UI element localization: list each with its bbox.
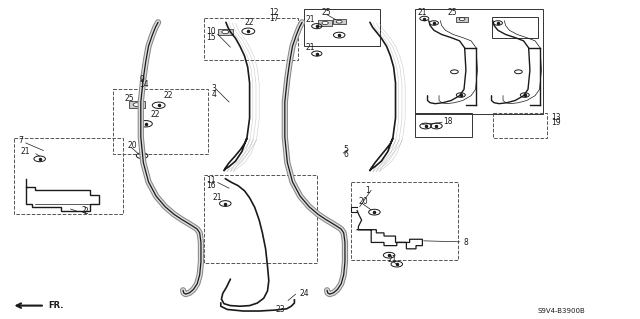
- Bar: [14, 138, 123, 214]
- Text: 22: 22: [150, 110, 160, 119]
- Text: 19: 19: [552, 118, 561, 127]
- Text: 21: 21: [20, 147, 30, 156]
- Bar: [304, 9, 380, 46]
- Bar: [204, 175, 317, 263]
- Text: 3: 3: [211, 84, 216, 93]
- Bar: [113, 89, 208, 154]
- Circle shape: [222, 30, 228, 33]
- Text: 18: 18: [444, 117, 453, 126]
- Text: 8: 8: [463, 238, 468, 247]
- Text: 4: 4: [211, 90, 216, 99]
- Text: 20: 20: [128, 141, 138, 150]
- Bar: [333, 19, 346, 24]
- Bar: [415, 113, 472, 137]
- Bar: [456, 17, 468, 22]
- Text: 21: 21: [417, 8, 427, 17]
- Text: 21: 21: [387, 255, 397, 263]
- Circle shape: [460, 18, 465, 20]
- Circle shape: [133, 103, 141, 107]
- Bar: [351, 182, 458, 260]
- Text: 21: 21: [306, 43, 316, 52]
- Text: 23: 23: [275, 305, 285, 314]
- Text: 22: 22: [163, 91, 173, 100]
- Text: 24: 24: [300, 289, 309, 298]
- Text: 21: 21: [212, 193, 222, 202]
- Bar: [493, 113, 547, 138]
- Text: 14: 14: [140, 80, 149, 89]
- Text: 12: 12: [269, 8, 278, 17]
- Bar: [415, 9, 543, 114]
- Text: 1: 1: [365, 186, 369, 195]
- Bar: [492, 17, 538, 38]
- Text: 22: 22: [244, 19, 254, 27]
- Text: 25: 25: [448, 8, 458, 17]
- Text: 11: 11: [206, 176, 216, 185]
- Bar: [318, 20, 332, 26]
- Text: 5: 5: [343, 145, 348, 154]
- Text: 17: 17: [269, 14, 278, 23]
- Text: 21: 21: [306, 15, 316, 24]
- Text: S9V4-B3900B: S9V4-B3900B: [538, 308, 586, 314]
- Circle shape: [337, 20, 342, 23]
- Text: 10: 10: [206, 27, 216, 36]
- Bar: [204, 18, 298, 60]
- Text: 6: 6: [343, 150, 348, 159]
- Bar: [129, 101, 145, 108]
- Text: 13: 13: [552, 113, 561, 122]
- Text: 25: 25: [321, 8, 331, 17]
- Text: 25: 25: [125, 94, 134, 103]
- Text: 7: 7: [18, 136, 23, 145]
- Text: 2: 2: [83, 207, 88, 216]
- Text: 16: 16: [206, 181, 216, 190]
- Text: 2: 2: [82, 206, 86, 215]
- Text: FR.: FR.: [48, 301, 63, 310]
- Bar: [218, 29, 233, 35]
- Circle shape: [322, 21, 328, 25]
- Text: 15: 15: [206, 33, 216, 42]
- Text: 9: 9: [140, 75, 145, 84]
- Text: 20: 20: [358, 197, 368, 206]
